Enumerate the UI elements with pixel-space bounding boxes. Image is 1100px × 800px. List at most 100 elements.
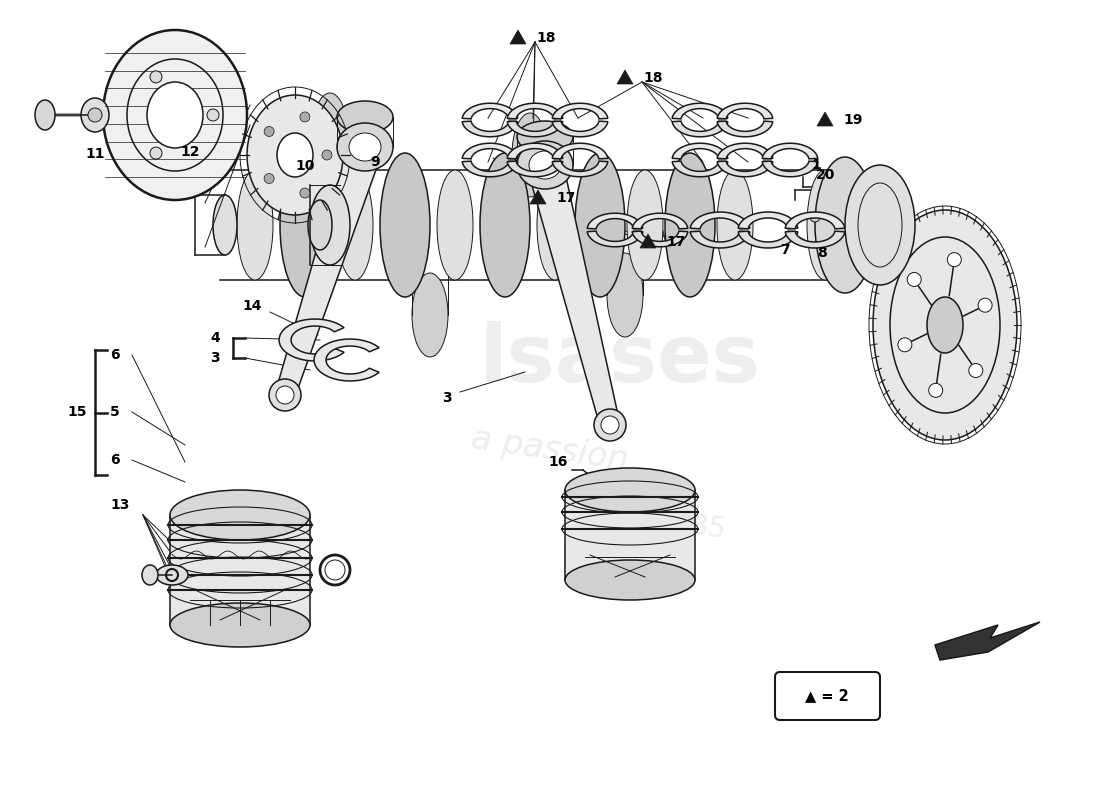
Text: 13: 13: [110, 498, 130, 512]
Text: 20: 20: [816, 168, 836, 182]
Ellipse shape: [103, 30, 248, 200]
Ellipse shape: [236, 170, 273, 280]
Ellipse shape: [927, 297, 962, 353]
Text: 17: 17: [556, 191, 575, 205]
Polygon shape: [462, 143, 518, 159]
Circle shape: [978, 298, 992, 312]
Text: 10: 10: [295, 159, 315, 173]
Ellipse shape: [349, 133, 381, 161]
Ellipse shape: [147, 82, 204, 148]
FancyBboxPatch shape: [776, 672, 880, 720]
Ellipse shape: [517, 121, 573, 153]
Circle shape: [908, 273, 921, 286]
Text: 18: 18: [536, 31, 556, 45]
Circle shape: [300, 112, 310, 122]
Ellipse shape: [666, 153, 715, 297]
Ellipse shape: [480, 153, 530, 297]
Ellipse shape: [412, 273, 448, 357]
Circle shape: [88, 108, 102, 122]
Ellipse shape: [565, 560, 695, 600]
Ellipse shape: [379, 153, 430, 297]
Ellipse shape: [35, 100, 55, 130]
Polygon shape: [632, 231, 688, 247]
Ellipse shape: [277, 133, 313, 177]
Text: 3: 3: [210, 351, 220, 365]
Ellipse shape: [81, 98, 109, 132]
Polygon shape: [738, 231, 798, 248]
Text: 14: 14: [242, 299, 262, 313]
Ellipse shape: [270, 379, 301, 411]
Polygon shape: [785, 231, 845, 248]
Polygon shape: [507, 121, 563, 137]
Ellipse shape: [845, 165, 915, 285]
Text: 18: 18: [644, 71, 662, 85]
Ellipse shape: [807, 170, 843, 280]
Polygon shape: [552, 161, 608, 177]
Text: a passion: a passion: [470, 422, 630, 478]
Circle shape: [810, 212, 820, 222]
Ellipse shape: [717, 170, 754, 280]
Ellipse shape: [529, 151, 561, 179]
Polygon shape: [587, 214, 642, 229]
Ellipse shape: [627, 170, 663, 280]
Polygon shape: [738, 212, 798, 229]
Circle shape: [264, 174, 274, 183]
Circle shape: [969, 363, 982, 378]
Text: 8: 8: [817, 246, 827, 260]
Ellipse shape: [437, 170, 473, 280]
Polygon shape: [507, 143, 563, 159]
Text: ▲ = 2: ▲ = 2: [805, 689, 849, 703]
Ellipse shape: [601, 416, 619, 434]
Ellipse shape: [594, 409, 626, 441]
Polygon shape: [587, 231, 642, 247]
Polygon shape: [762, 161, 818, 177]
Polygon shape: [315, 339, 379, 381]
Ellipse shape: [337, 123, 393, 171]
Polygon shape: [552, 121, 608, 137]
Text: 6: 6: [110, 348, 120, 362]
Polygon shape: [617, 70, 632, 84]
Circle shape: [947, 253, 961, 266]
Ellipse shape: [170, 603, 310, 647]
Polygon shape: [717, 103, 773, 119]
Text: lsases: lsases: [480, 321, 760, 399]
Text: 11: 11: [86, 147, 104, 161]
Ellipse shape: [815, 157, 875, 293]
Polygon shape: [785, 212, 845, 229]
Polygon shape: [640, 234, 656, 248]
Polygon shape: [462, 103, 518, 119]
Ellipse shape: [213, 195, 236, 255]
Polygon shape: [462, 161, 518, 177]
Circle shape: [150, 71, 162, 83]
Text: since 1985: since 1985: [573, 495, 727, 545]
Text: 17: 17: [666, 235, 685, 249]
Polygon shape: [672, 103, 728, 119]
Text: 6: 6: [110, 453, 120, 467]
Ellipse shape: [156, 565, 188, 585]
Circle shape: [322, 150, 332, 160]
Polygon shape: [507, 103, 563, 119]
Polygon shape: [717, 121, 773, 137]
Ellipse shape: [575, 153, 625, 297]
Text: 3: 3: [442, 391, 452, 405]
Text: 19: 19: [843, 113, 862, 127]
Circle shape: [300, 188, 310, 198]
Circle shape: [264, 126, 274, 137]
Ellipse shape: [280, 153, 330, 297]
Circle shape: [898, 338, 912, 352]
Circle shape: [928, 383, 943, 398]
Polygon shape: [507, 161, 563, 177]
Text: 16: 16: [548, 455, 568, 469]
Ellipse shape: [308, 200, 332, 250]
Ellipse shape: [248, 95, 343, 215]
Text: 7: 7: [780, 243, 790, 257]
Polygon shape: [935, 622, 1040, 660]
Polygon shape: [528, 161, 619, 427]
Polygon shape: [552, 103, 608, 119]
Ellipse shape: [537, 170, 573, 280]
Ellipse shape: [512, 113, 548, 197]
Polygon shape: [762, 143, 818, 159]
Ellipse shape: [873, 210, 1018, 440]
Polygon shape: [672, 143, 728, 159]
Polygon shape: [462, 121, 518, 137]
